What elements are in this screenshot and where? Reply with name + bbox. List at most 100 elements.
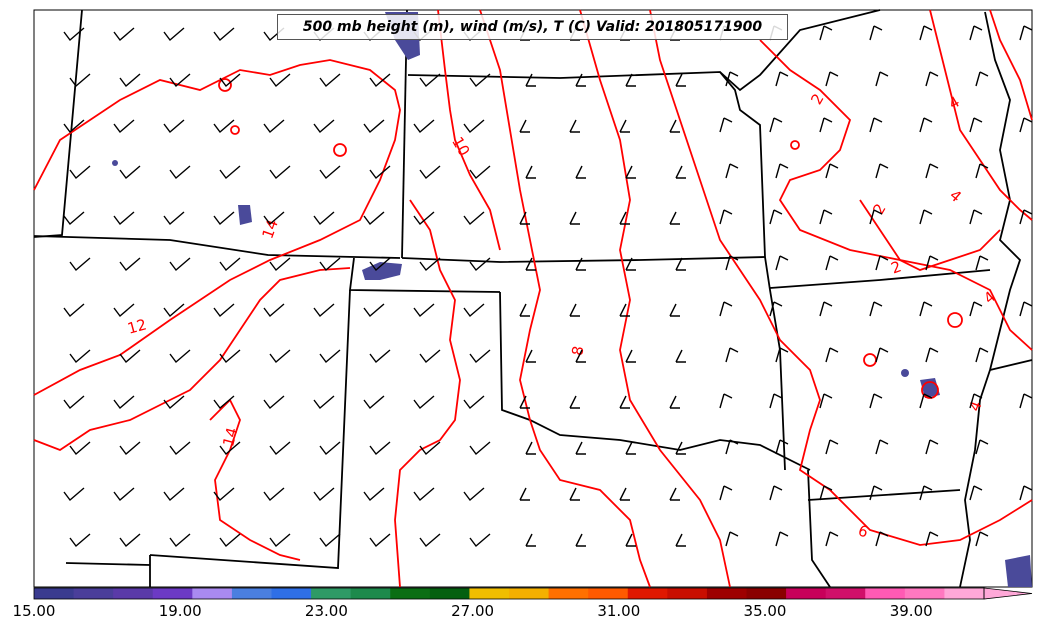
wind-barb — [113, 303, 135, 318]
wind-barb — [69, 73, 91, 88]
wind-barb — [263, 395, 285, 410]
wind-barb — [819, 209, 833, 225]
wind-barb — [925, 531, 939, 547]
wind-barb — [413, 211, 435, 226]
colorbar-swatch — [390, 588, 431, 599]
wind-barb — [63, 395, 85, 410]
contour-10 — [394, 199, 461, 588]
colorbar-swatch — [311, 588, 352, 599]
wind-barb — [269, 441, 291, 456]
wind-barb — [875, 347, 889, 363]
wind-barb — [569, 119, 580, 133]
wind-barb — [119, 441, 141, 456]
wind-barb — [719, 393, 733, 409]
wind-barb — [875, 255, 889, 271]
map-title: 500 mb height (m), wind (m/s), T (C) Val… — [277, 14, 788, 40]
colorbar-swatch — [469, 588, 510, 599]
wind-barb — [969, 25, 983, 41]
wind-barb — [119, 349, 141, 364]
wind-barb — [1019, 117, 1033, 133]
wind-barb — [519, 119, 530, 133]
wind-barb — [213, 211, 235, 226]
wind-barb — [313, 487, 335, 502]
wind-barb — [719, 301, 733, 317]
wind-barb — [919, 393, 933, 409]
boundary-wy-co — [33, 235, 401, 259]
contour-label: 12 — [125, 315, 148, 337]
wind-barb — [469, 349, 491, 364]
wind-barb — [925, 255, 939, 271]
boundary-mo-ar — [769, 269, 991, 289]
wind-barb — [1019, 209, 1033, 225]
wind-barb — [919, 301, 933, 317]
wind-barb — [619, 119, 630, 133]
wind-barb — [163, 27, 185, 42]
wind-barb — [1019, 301, 1033, 317]
wind-barb — [119, 533, 141, 548]
wind-barb — [269, 533, 291, 548]
wind-barb — [619, 303, 630, 317]
wind-barb — [969, 301, 983, 317]
wind-barb — [725, 163, 739, 179]
wind-barb — [269, 73, 291, 88]
wind-barb — [975, 439, 989, 455]
wind-barb — [975, 347, 989, 363]
wind-barb — [569, 487, 580, 501]
colorbar-swatch — [825, 588, 866, 599]
wind-barb — [69, 533, 91, 548]
colorbar-swatch — [865, 588, 906, 599]
contour-label: 8 — [568, 344, 587, 357]
wind-barb — [769, 209, 783, 225]
wind-barb — [219, 349, 241, 364]
wind-barb — [575, 165, 586, 179]
contour-label: 14 — [219, 425, 241, 448]
wind-barb — [725, 71, 739, 87]
wind-barb — [625, 73, 636, 87]
colorbar-swatch — [350, 588, 391, 599]
colorbar-swatch — [34, 588, 75, 599]
boundary-nm-east — [149, 289, 351, 569]
wind-barb — [525, 533, 536, 547]
wind-barb — [869, 301, 883, 317]
wind-barb — [825, 347, 839, 363]
wind-barb — [319, 73, 341, 88]
wind-barb — [169, 165, 191, 180]
wind-barb — [869, 393, 883, 409]
wind-barb — [369, 441, 391, 456]
wind-barb — [669, 119, 680, 133]
wind-barb — [569, 211, 580, 225]
wind-barb — [519, 303, 530, 317]
wind-barb — [213, 119, 235, 134]
wind-barb — [113, 211, 135, 226]
wind-barb — [669, 487, 680, 501]
contour-8b — [579, 9, 731, 588]
colorbar-swatch — [429, 588, 470, 599]
wind-barb — [113, 487, 135, 502]
wind-barb — [169, 257, 191, 272]
wind-barb — [163, 211, 185, 226]
wind-barb — [269, 349, 291, 364]
wind-barb — [469, 533, 491, 548]
wind-barbs — [63, 25, 1033, 548]
wind-barb — [219, 533, 241, 548]
wind-barb — [669, 395, 680, 409]
contour-4 — [759, 39, 1033, 351]
wind-barb — [463, 119, 485, 134]
wind-barb — [63, 303, 85, 318]
wind-barb — [825, 163, 839, 179]
wind-barb — [419, 257, 441, 272]
wind-barb — [213, 395, 235, 410]
colorbar-swatch — [192, 588, 233, 599]
wind-barb — [919, 117, 933, 133]
wind-barb — [263, 119, 285, 134]
wind-barb — [619, 395, 630, 409]
wind-barb — [319, 441, 341, 456]
wind-barb — [519, 395, 530, 409]
wind-barb — [413, 487, 435, 502]
wind-barb — [969, 485, 983, 501]
wind-barb — [519, 211, 530, 225]
colorbar-swatch — [667, 588, 708, 599]
wind-barb — [419, 349, 441, 364]
colorbar-swatch — [548, 588, 589, 599]
